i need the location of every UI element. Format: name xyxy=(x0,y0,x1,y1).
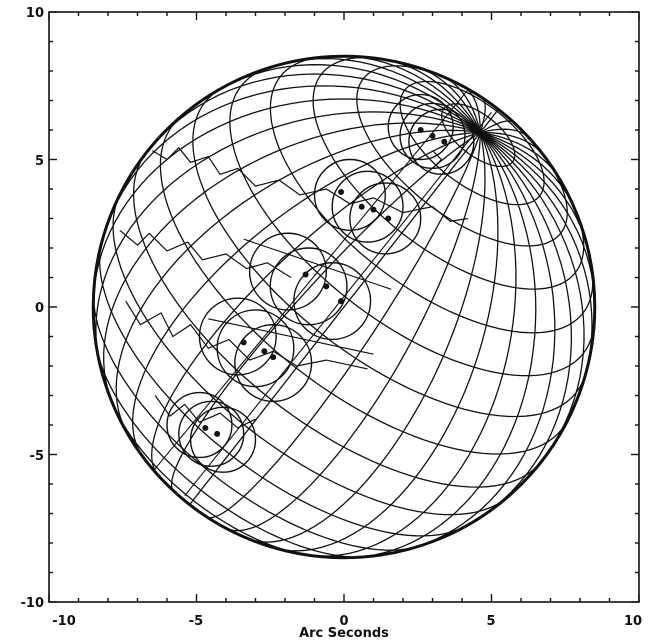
x-tick-label-neg10: -10 xyxy=(52,614,76,629)
track-point xyxy=(358,203,365,210)
track-point xyxy=(370,206,377,213)
grid-meridian xyxy=(103,122,481,398)
grid-meridian xyxy=(145,73,481,154)
grid-meridian xyxy=(312,132,517,557)
x-axis-label: Arc Seconds xyxy=(299,626,389,640)
contour-trace xyxy=(154,395,256,429)
limb-contours xyxy=(119,146,468,429)
track-point xyxy=(417,127,424,133)
grid-meridian xyxy=(480,128,528,137)
circle-group-3 xyxy=(248,232,372,341)
group-circle xyxy=(387,93,454,161)
grid-meridian xyxy=(465,87,481,133)
grid-meridian xyxy=(93,98,481,297)
track-point xyxy=(429,132,436,139)
grid-meridian xyxy=(474,132,573,522)
circle-groups xyxy=(166,93,475,473)
grid-parallel xyxy=(93,291,420,551)
track-line xyxy=(243,238,392,290)
track-point xyxy=(202,424,209,431)
y-tick-label-neg10: -10 xyxy=(21,596,45,611)
grid-meridian xyxy=(414,132,556,548)
group-circle xyxy=(269,247,348,326)
track-point xyxy=(214,430,221,437)
group-circle xyxy=(166,391,233,459)
grid-meridian xyxy=(225,132,481,532)
track-point xyxy=(385,215,392,222)
track-point xyxy=(338,188,345,195)
disk-outline xyxy=(91,54,597,560)
y-tick-label-5: 5 xyxy=(35,154,44,169)
group-circle xyxy=(331,170,404,243)
grid-parallel xyxy=(159,119,567,455)
group-circle xyxy=(189,406,257,473)
grid-meridian xyxy=(189,132,481,505)
x-tick-label-neg5: -5 xyxy=(189,614,203,629)
group-circle xyxy=(293,262,372,341)
x-tick-label-5: 5 xyxy=(486,614,495,629)
circle-group-5 xyxy=(166,391,257,473)
track-points xyxy=(202,127,448,437)
y-tick-label-0: 0 xyxy=(35,301,44,316)
track-lines xyxy=(151,82,492,497)
group-circle xyxy=(349,182,422,255)
contour-trace xyxy=(432,150,443,169)
group-circle xyxy=(234,323,313,403)
grid-parallel xyxy=(229,69,595,377)
group-circle xyxy=(408,108,475,175)
group-circle xyxy=(313,158,387,232)
group-circle xyxy=(178,400,245,467)
track-line xyxy=(184,111,492,497)
circle-group-4 xyxy=(198,297,313,403)
coordinate-grid xyxy=(93,56,595,558)
track-point xyxy=(441,138,448,145)
x-tick-label-0: 0 xyxy=(339,614,348,629)
track-point xyxy=(323,283,330,290)
circle-group-2 xyxy=(313,158,422,255)
track-point xyxy=(240,339,247,346)
grid-meridian xyxy=(95,111,481,360)
track-line xyxy=(208,318,374,355)
contour-trace xyxy=(151,146,468,223)
y-tick-label-10: 10 xyxy=(26,6,44,21)
group-circle xyxy=(248,232,328,311)
grid-meridian xyxy=(275,132,499,552)
y-tick-label-neg5: -5 xyxy=(30,449,44,464)
grid-meridian xyxy=(352,132,537,558)
contour-trace xyxy=(125,300,368,370)
grid-meridian xyxy=(479,131,585,462)
track-point xyxy=(270,354,277,361)
grid-meridian xyxy=(115,129,481,432)
track-point xyxy=(302,271,309,278)
grid-meridian xyxy=(170,131,481,491)
grid-meridian xyxy=(249,132,486,543)
disk-group xyxy=(91,54,597,560)
grid-parallel xyxy=(112,195,507,516)
track-point xyxy=(338,298,345,305)
grid-meridian xyxy=(104,85,481,232)
tick-marks xyxy=(48,11,640,603)
grid-meridian xyxy=(151,131,481,476)
grid-meridian xyxy=(132,131,481,456)
grid-meridian xyxy=(207,132,481,519)
track-point xyxy=(261,348,268,355)
x-tick-label-10: 10 xyxy=(624,614,642,629)
circle-group-1 xyxy=(387,93,475,175)
group-circle xyxy=(216,309,295,388)
contour-trace xyxy=(119,229,292,279)
group-circle xyxy=(198,297,277,376)
group-circle xyxy=(399,102,466,170)
track-line xyxy=(151,82,475,473)
grid-parallel xyxy=(132,152,543,488)
